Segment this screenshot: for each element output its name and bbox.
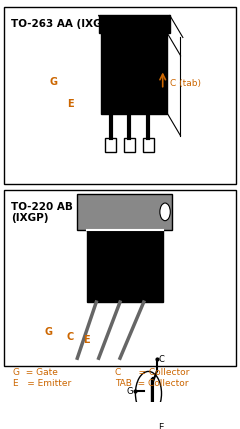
Polygon shape xyxy=(77,194,172,230)
Text: C (tab): C (tab) xyxy=(170,79,201,88)
Text: G: G xyxy=(45,327,53,337)
Text: E   = Emitter: E = Emitter xyxy=(13,378,72,387)
Text: TAB  = Collector: TAB = Collector xyxy=(115,378,189,387)
Text: E: E xyxy=(158,423,164,429)
FancyBboxPatch shape xyxy=(4,7,236,184)
Polygon shape xyxy=(101,33,168,114)
Text: TO-220 AB
(IXGP): TO-220 AB (IXGP) xyxy=(11,202,73,224)
Text: C      = Collector: C = Collector xyxy=(115,368,190,377)
Polygon shape xyxy=(105,138,116,152)
Circle shape xyxy=(160,203,170,221)
Polygon shape xyxy=(143,138,154,152)
Text: G: G xyxy=(126,387,133,396)
Circle shape xyxy=(135,372,162,416)
Text: E: E xyxy=(84,335,90,345)
Polygon shape xyxy=(87,230,163,302)
Text: G: G xyxy=(50,76,58,87)
Text: G  = Gate: G = Gate xyxy=(13,368,58,377)
Polygon shape xyxy=(99,15,170,33)
Text: TO-263 AA (IXGA): TO-263 AA (IXGA) xyxy=(11,19,114,30)
Polygon shape xyxy=(124,138,135,152)
Text: C: C xyxy=(158,355,164,364)
Text: E: E xyxy=(67,99,73,109)
FancyBboxPatch shape xyxy=(4,190,236,366)
Text: C: C xyxy=(66,332,74,342)
